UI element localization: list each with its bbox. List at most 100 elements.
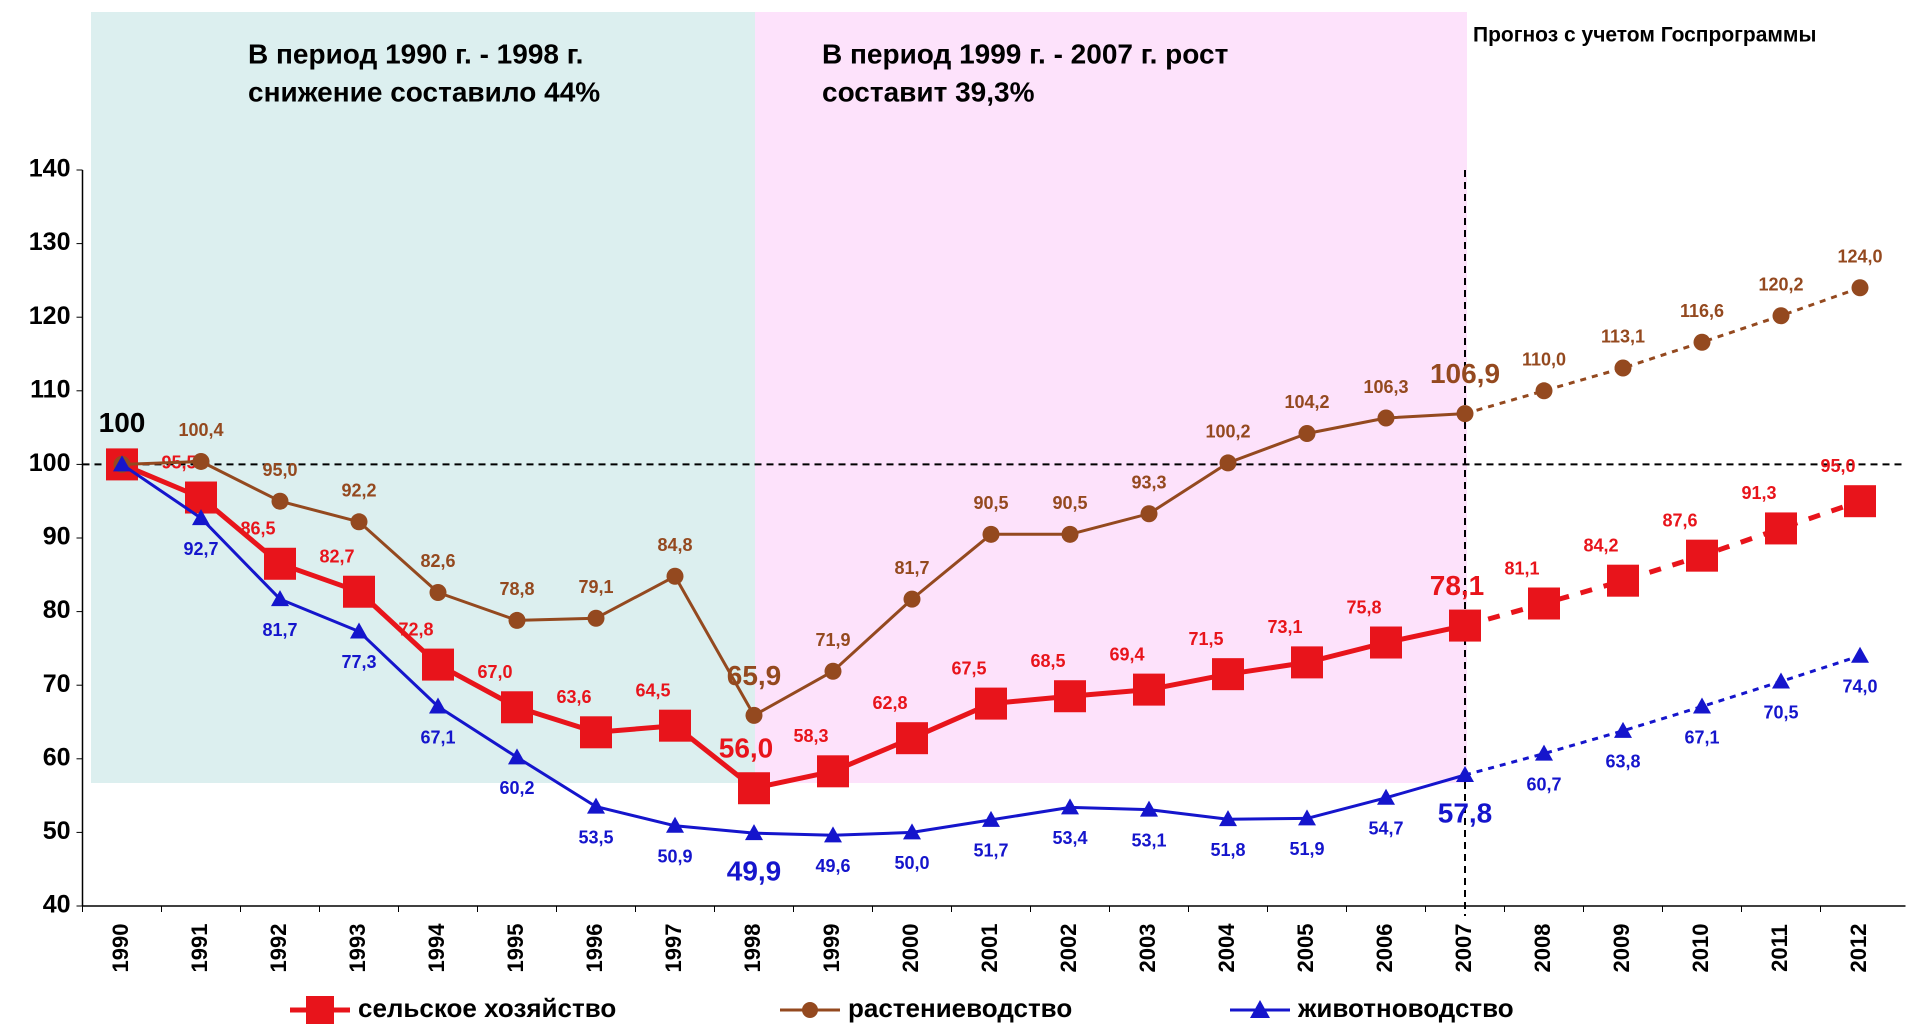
x-tick-label: 1990 — [108, 924, 133, 973]
annotation: В период 1999 г. - 2007 г. рост — [822, 38, 1228, 69]
marker — [587, 609, 605, 627]
data-label: 56,0 — [719, 733, 774, 764]
marker — [903, 823, 921, 840]
marker — [185, 481, 217, 514]
x-tick-label: 2003 — [1135, 924, 1160, 973]
x-tick-label: 1991 — [187, 924, 212, 973]
x-tick-label: 2010 — [1688, 924, 1713, 973]
x-tick-label: 2001 — [977, 924, 1002, 973]
y-tick-label: 100 — [29, 449, 71, 477]
marker — [817, 755, 849, 788]
data-label: 93,3 — [1131, 472, 1166, 492]
data-label: 79,1 — [578, 577, 613, 597]
data-label: 75,8 — [1346, 597, 1381, 617]
data-label: 77,3 — [341, 652, 376, 672]
data-label: 116,6 — [1680, 301, 1724, 321]
marker — [271, 492, 289, 510]
marker — [508, 748, 526, 765]
x-tick-label: 1995 — [503, 924, 528, 973]
legend-marker — [1250, 1000, 1270, 1018]
data-label: 106,9 — [1430, 358, 1500, 389]
data-label: 95,0 — [1820, 456, 1855, 476]
y-tick-label: 70 — [43, 670, 71, 698]
marker — [1212, 658, 1244, 691]
x-tick-label: 1997 — [661, 924, 686, 973]
y-tick-label: 40 — [43, 891, 71, 919]
data-label: 60,2 — [499, 778, 534, 798]
marker — [1772, 672, 1790, 689]
marker — [1607, 564, 1639, 597]
legend-marker — [306, 996, 334, 1024]
y-tick-label: 90 — [43, 523, 71, 551]
marker — [982, 810, 1000, 827]
marker — [429, 583, 447, 601]
x-tick-label: 1998 — [740, 924, 765, 973]
marker — [271, 590, 289, 607]
marker — [1535, 744, 1553, 761]
legend-label: растениеводство — [848, 993, 1072, 1023]
x-tick-label: 2011 — [1767, 924, 1792, 972]
marker — [1693, 697, 1711, 714]
marker — [429, 697, 447, 714]
data-label: 54,7 — [1368, 819, 1403, 839]
marker — [580, 716, 612, 749]
marker — [1140, 800, 1158, 817]
period-growth-bg — [755, 12, 1467, 783]
marker — [1219, 454, 1237, 472]
data-label: 78,8 — [499, 579, 534, 599]
marker — [1061, 525, 1079, 543]
x-tick-label: 2002 — [1056, 924, 1081, 973]
marker — [1693, 333, 1711, 351]
data-label: 67,0 — [477, 662, 512, 682]
data-label: 73,1 — [1267, 617, 1302, 637]
marker — [745, 706, 763, 724]
annotation: составит 39,3% — [822, 76, 1035, 107]
marker — [1456, 765, 1474, 782]
marker — [745, 824, 763, 841]
x-tick-label: 2007 — [1451, 924, 1476, 973]
data-label: 58,3 — [793, 726, 828, 746]
legend-marker — [802, 1002, 818, 1018]
data-label: 67,1 — [1684, 727, 1719, 747]
legend-label: сельское хозяйство — [358, 993, 616, 1023]
marker — [1219, 810, 1237, 827]
data-label: 86,5 — [240, 519, 275, 539]
data-label: 64,5 — [635, 680, 670, 700]
data-label: 100,4 — [178, 420, 223, 440]
marker — [982, 525, 1000, 543]
annotation: В период 1990 г. - 1998 г. — [248, 38, 583, 69]
data-label: 53,1 — [1131, 830, 1166, 850]
annotation: снижение составило 44% — [248, 76, 600, 107]
x-tick-label: 2009 — [1609, 924, 1634, 973]
y-tick-label: 110 — [30, 375, 70, 403]
data-label: 63,8 — [1605, 752, 1640, 772]
marker — [1298, 809, 1316, 826]
marker — [1772, 307, 1790, 325]
data-label: 120,2 — [1758, 274, 1803, 294]
marker — [264, 547, 296, 580]
marker — [1054, 680, 1086, 713]
marker — [824, 826, 842, 843]
data-label: 113,1 — [1601, 327, 1645, 347]
marker — [501, 691, 533, 724]
marker — [113, 455, 131, 472]
x-tick-label: 1996 — [582, 924, 607, 973]
x-tick-label: 2006 — [1372, 924, 1397, 973]
data-label: 49,9 — [727, 856, 782, 887]
x-tick-label: 2004 — [1214, 923, 1239, 973]
data-label: 82,6 — [420, 551, 455, 571]
marker — [896, 722, 928, 755]
data-label: 91,3 — [1741, 483, 1776, 503]
marker — [1449, 609, 1481, 642]
marker — [975, 687, 1007, 720]
x-tick-label: 2005 — [1293, 924, 1318, 973]
marker — [903, 590, 921, 608]
marker — [1851, 646, 1869, 663]
legend-label: животноводство — [1297, 993, 1514, 1023]
data-label: 81,7 — [894, 558, 929, 578]
data-label: 84,2 — [1583, 535, 1618, 555]
y-tick-label: 50 — [43, 817, 71, 845]
data-label: 90,5 — [973, 493, 1008, 513]
data-label: 60,7 — [1526, 774, 1561, 794]
data-label: 49,6 — [815, 856, 850, 876]
